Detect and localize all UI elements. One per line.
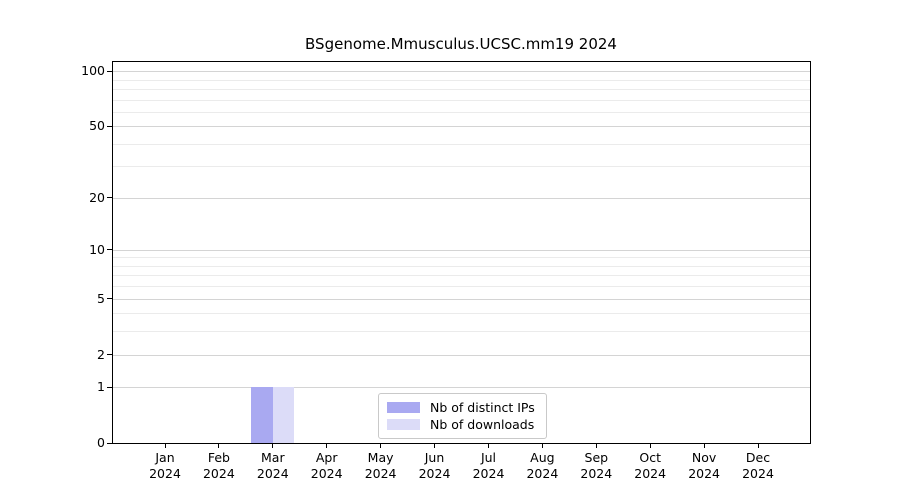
chart-title: BSgenome.Mmusculus.UCSC.mm19 2024 — [305, 35, 617, 53]
x-tick-label: Dec 2024 — [726, 450, 790, 481]
bar-nb-of-distinct-ips — [251, 387, 273, 443]
x-tick-year: 2024 — [580, 465, 613, 481]
y-tick-mark — [107, 298, 112, 300]
x-tick-month: Jan — [155, 450, 175, 465]
y-tick-label: 100 — [81, 63, 105, 78]
legend-swatch — [387, 402, 420, 413]
x-tick-year: 2024 — [742, 465, 774, 481]
x-tick-year: 2024 — [634, 465, 667, 481]
legend-label: Nb of distinct IPs — [430, 400, 535, 415]
y-gridline — [113, 71, 810, 72]
legend-entry: Nb of distinct IPs — [387, 399, 535, 416]
plot-area: 0 1 2 5 10 20 50 100 Jan 2024 Feb 2024 Mar 2024 Apr 202… — [81, 61, 811, 481]
y-gridline — [113, 249, 810, 251]
x-tick-year: 2024 — [418, 465, 451, 481]
y-gridline — [113, 88, 810, 90]
x-tick-label: Sep 2024 — [564, 450, 628, 481]
y-gridline — [113, 265, 810, 267]
x-tick-label: May 2024 — [349, 450, 413, 481]
x-tick-year: 2024 — [472, 465, 505, 481]
y-gridline — [113, 79, 810, 81]
y-tick-label: 10 — [89, 241, 105, 257]
x-tick-month: Mar — [261, 450, 285, 465]
x-tick-mark — [326, 443, 328, 448]
y-gridline — [113, 126, 810, 128]
x-tick-mark — [595, 443, 597, 448]
y-tick-mark — [107, 354, 112, 355]
legend-swatch — [387, 419, 420, 430]
x-tick-month: Oct — [639, 450, 661, 465]
y-tick-mark — [107, 70, 112, 72]
x-tick-mark — [757, 443, 759, 448]
x-tick-year: 2024 — [364, 465, 397, 481]
x-tick-label: Oct 2024 — [618, 450, 682, 481]
y-tick-label: 20 — [89, 189, 105, 205]
x-tick-month: Aug — [530, 450, 555, 465]
x-tick-label: Apr 2024 — [295, 450, 359, 481]
y-tick-mark — [107, 442, 112, 444]
y-tick-label: 2 — [97, 346, 105, 362]
x-tick-mark — [272, 443, 274, 448]
x-tick-mark — [218, 443, 220, 448]
x-tick-label: Jan 2024 — [133, 450, 197, 481]
x-tick-month: Nov — [691, 450, 717, 465]
y-tick-mark — [107, 249, 112, 251]
y-gridline — [113, 275, 810, 277]
x-tick-label: Mar 2024 — [241, 450, 305, 481]
y-tick-mark — [107, 197, 112, 199]
y-tick-mark — [107, 125, 112, 127]
y-gridline — [113, 99, 810, 101]
x-tick-mark — [380, 443, 382, 448]
x-tick-month: Jul — [480, 450, 497, 465]
legend: Nb of distinct IPs Nb of downloads — [378, 393, 547, 439]
y-gridline — [113, 143, 810, 145]
x-tick-mark — [164, 443, 166, 448]
y-gridline — [113, 286, 810, 288]
y-gridline — [113, 111, 810, 113]
x-tick-month: Feb — [207, 450, 230, 465]
y-gridline — [113, 197, 810, 199]
x-tick-month: Apr — [315, 450, 338, 465]
y-gridline — [113, 313, 810, 315]
x-tick-label: Aug 2024 — [510, 450, 574, 481]
x-tick-label: Nov 2024 — [672, 450, 736, 481]
y-gridline — [113, 257, 810, 259]
x-tick-month: Sep — [584, 450, 609, 465]
x-tick-label: Jun 2024 — [403, 450, 467, 481]
y-tick-label: 1 — [97, 379, 105, 395]
legend-label: Nb of downloads — [430, 417, 535, 432]
x-tick-year: 2024 — [149, 465, 181, 481]
legend-entry: Nb of downloads — [387, 416, 535, 433]
x-tick-label: Feb 2024 — [187, 450, 251, 481]
x-tick-mark — [541, 443, 543, 448]
y-gridline — [113, 387, 810, 389]
x-tick-year: 2024 — [688, 465, 720, 481]
y-tick-label: 0 — [97, 435, 105, 450]
x-tick-year: 2024 — [526, 465, 559, 481]
x-tick-year: 2024 — [256, 465, 289, 481]
x-tick-year: 2024 — [310, 465, 343, 481]
x-tick-label: Jul 2024 — [457, 450, 521, 481]
y-gridline — [113, 166, 810, 168]
x-tick-mark — [434, 443, 435, 448]
bar-nb-of-downloads — [272, 387, 295, 443]
y-tick-mark — [107, 386, 112, 388]
x-tick-mark — [488, 443, 489, 448]
x-tick-month: May — [367, 450, 394, 465]
y-tick-label: 5 — [97, 290, 105, 306]
y-gridline — [113, 354, 810, 356]
x-tick-year: 2024 — [202, 465, 235, 481]
y-tick-label: 50 — [89, 118, 105, 134]
y-gridline — [113, 331, 810, 333]
x-tick-month: Dec — [745, 450, 771, 465]
x-tick-month: Jun — [424, 450, 445, 465]
y-gridline — [113, 298, 810, 300]
x-tick-mark — [703, 443, 705, 448]
x-tick-mark — [649, 443, 651, 448]
